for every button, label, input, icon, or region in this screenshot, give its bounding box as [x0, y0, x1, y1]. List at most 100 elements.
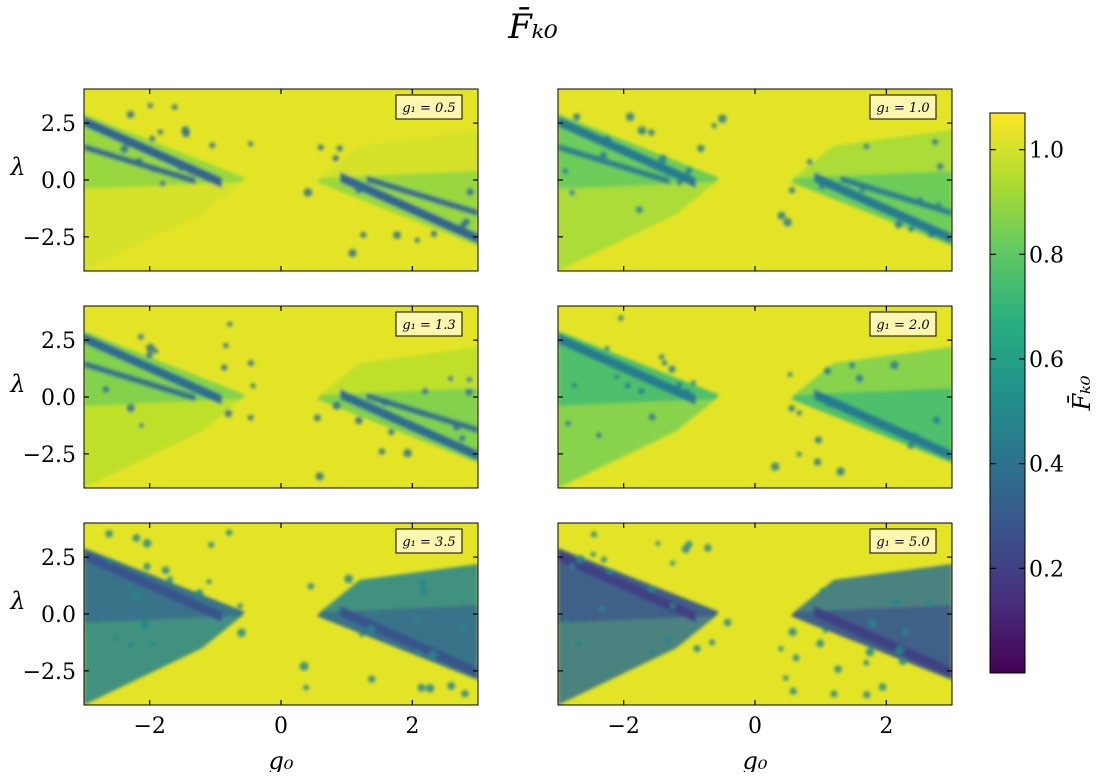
upper-right-region: [320, 564, 478, 612]
upper-band: [558, 550, 696, 622]
spot: [818, 183, 826, 190]
spot: [414, 237, 420, 243]
colorbar-tick-label: 0.8: [1029, 243, 1064, 268]
spot: [237, 628, 246, 638]
spot: [868, 620, 877, 628]
spot: [120, 145, 129, 154]
heatmap-features: [84, 529, 478, 705]
spot: [161, 566, 170, 575]
spot: [177, 164, 185, 172]
spot: [777, 211, 786, 220]
spot: [822, 628, 828, 634]
spot: [789, 687, 797, 695]
spot: [787, 372, 793, 378]
spot: [927, 230, 935, 238]
spot: [105, 530, 113, 538]
spot: [388, 428, 395, 436]
x-tick-label: 2: [405, 714, 419, 739]
spot: [819, 587, 826, 594]
spot: [224, 409, 233, 418]
spot: [814, 436, 823, 444]
heatmap-field: [84, 306, 478, 488]
spot: [354, 185, 364, 194]
spot: [668, 365, 676, 373]
g1-label: g₁ = 2.0: [876, 318, 929, 333]
g1-box: [869, 311, 937, 337]
y-tick-label: 2.5: [41, 329, 76, 354]
panel-4: g₁ = 2.0: [557, 305, 953, 489]
spot: [423, 210, 429, 216]
heatmap-features: [84, 102, 478, 271]
spot: [459, 624, 466, 631]
spot: [134, 157, 143, 166]
spot: [569, 189, 576, 196]
spot: [823, 367, 832, 375]
spot: [150, 640, 156, 646]
upper-right-region: [794, 129, 952, 178]
lower-left-region: [558, 399, 716, 488]
spot: [194, 589, 204, 599]
colorbar-tick-label: 1.0: [1029, 139, 1064, 164]
y-axis-label: λ: [9, 587, 25, 615]
spot: [102, 385, 110, 393]
spot: [891, 598, 900, 606]
spot: [209, 142, 216, 149]
spot: [315, 472, 324, 481]
y-axis-label: λ: [9, 370, 25, 398]
spot: [624, 382, 631, 389]
spot: [693, 645, 701, 653]
spot: [685, 167, 693, 175]
colorbar-gradient: [989, 112, 1026, 674]
spot: [571, 382, 577, 389]
spot: [681, 544, 690, 554]
figure-title: F̄ₖ₀: [507, 6, 558, 47]
spot: [863, 691, 871, 699]
lower-left-region: [84, 182, 242, 271]
colorbar-tick-label: 0.6: [1029, 348, 1064, 373]
heatmap-field: [558, 523, 952, 705]
spot: [466, 376, 473, 383]
spot: [182, 129, 190, 138]
spot: [788, 627, 797, 637]
spot: [936, 162, 944, 171]
spot: [690, 380, 697, 386]
upper-band: [558, 333, 696, 405]
spot: [465, 388, 473, 396]
spot: [894, 220, 903, 229]
colorbar-label: F̄ₖ₀: [1068, 375, 1096, 411]
y-axis-label: λ: [9, 153, 25, 181]
spot: [360, 231, 367, 238]
spot: [307, 583, 315, 590]
y-tick-label: 0.0: [41, 386, 76, 411]
spot: [459, 434, 466, 442]
spot: [425, 683, 435, 693]
spot: [682, 388, 691, 397]
spot: [348, 249, 357, 258]
spot: [417, 683, 426, 692]
g1-label: g₁ = 1.0: [876, 101, 929, 116]
spot: [590, 531, 598, 538]
spot: [313, 414, 321, 422]
spot: [157, 129, 164, 135]
heatmap-field: [558, 306, 952, 488]
heatmap-field: [558, 89, 952, 271]
x-tick-label: −2: [607, 714, 639, 739]
lower-band: [340, 389, 478, 461]
spot: [931, 138, 939, 146]
spot: [602, 135, 612, 145]
spot: [403, 448, 412, 458]
spot: [599, 151, 608, 160]
spot: [569, 563, 575, 569]
panel-3: 2.5 0.0 −2.5 λ g₁ = 1.3: [9, 305, 479, 489]
spot: [146, 343, 155, 353]
spot: [573, 113, 581, 121]
spot: [223, 342, 229, 349]
g1-box: [395, 94, 463, 120]
colorbar-tick-label: 0.2: [1029, 557, 1064, 582]
spot: [669, 603, 676, 609]
spot: [237, 603, 243, 609]
upper-band-2: [84, 360, 196, 402]
spot: [595, 432, 603, 439]
spot: [825, 400, 833, 408]
g1-box: [869, 94, 937, 120]
